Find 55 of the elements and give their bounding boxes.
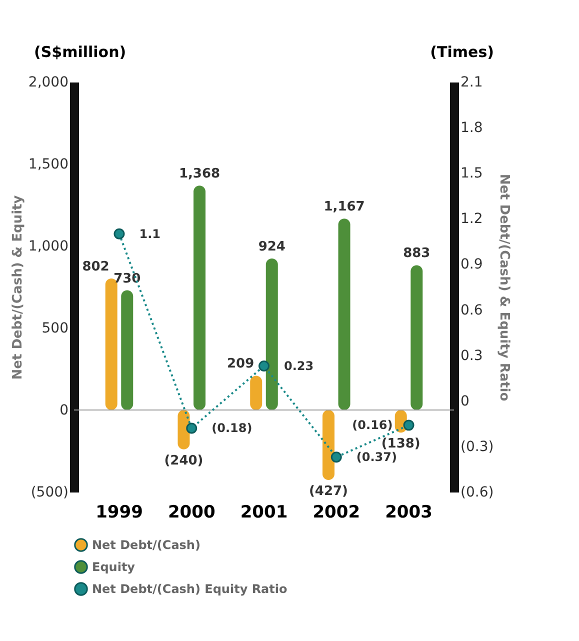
bar [178, 410, 190, 450]
data-label: 802 [82, 259, 110, 274]
y-tick-label: 0 [60, 402, 68, 418]
x-tick-label: 1999 [96, 502, 143, 522]
y2-tick-label: 0 [460, 393, 470, 410]
bar [338, 218, 350, 410]
data-label: (0.37) [356, 450, 397, 464]
y2-tick-label: (0.6) [460, 484, 494, 500]
data-label: (0.18) [212, 421, 252, 436]
data-label: 883 [403, 246, 430, 262]
text: (Times) [430, 43, 494, 61]
y-tick-label: 1,500 [28, 156, 68, 172]
y-tick-label: 1,000 [28, 238, 68, 254]
data-label: 209 [226, 356, 254, 372]
data-label: (0.16) [352, 418, 393, 432]
y2-tick-label: 0.9 [460, 256, 483, 273]
data-label: 1,368 [178, 166, 220, 182]
bar [266, 258, 278, 410]
y2-tick-label: 1.8 [460, 120, 483, 136]
point [186, 422, 198, 434]
data-label: 730 [114, 271, 141, 286]
x-tick-label: 2003 [385, 502, 432, 522]
data-label: (240) [164, 453, 204, 468]
legend-label: Net Debt/(Cash) Equity Ratio [92, 582, 288, 596]
bar [194, 186, 206, 410]
y2-tick-label: 1.2 [460, 211, 483, 228]
y2-tick-label: 1.5 [460, 166, 483, 182]
bar [322, 410, 334, 480]
bar [121, 290, 134, 410]
legend-label: Equity [92, 560, 136, 574]
data-label: 0.23 [284, 358, 314, 373]
bar [410, 265, 423, 410]
data-label: 1,167 [324, 200, 365, 215]
data-label: 924 [258, 239, 286, 254]
y2-tick-label: 2.1 [460, 74, 483, 90]
y-axis-title: Net Debt/(Cash) & Equity [10, 194, 26, 380]
data-label: (427) [308, 484, 348, 500]
y-tick-label: (500) [30, 484, 68, 500]
x-tick-label: 2000 [168, 502, 216, 522]
y2-axis-title: Net Debt/(Cash) & Equity Ratio [496, 174, 512, 402]
x-tick-label: 2001 [240, 502, 288, 522]
y2-tick-label: (0.3) [460, 438, 494, 455]
point [114, 228, 125, 240]
data-label: (138) [381, 436, 420, 452]
point [258, 360, 270, 372]
point [330, 452, 342, 463]
text: (S$million) [34, 43, 126, 61]
point [403, 420, 414, 431]
data-label: 1.1 [139, 226, 161, 241]
y2-tick-label: 0.3 [460, 348, 483, 364]
y-tick-label: 2,000 [28, 74, 68, 90]
x-tick-label: 2002 [312, 502, 360, 522]
legend-label: Net Debt/(Cash) [92, 538, 200, 552]
y2-tick-label: 0.6 [460, 302, 483, 318]
y-tick-label: 500 [42, 320, 68, 336]
